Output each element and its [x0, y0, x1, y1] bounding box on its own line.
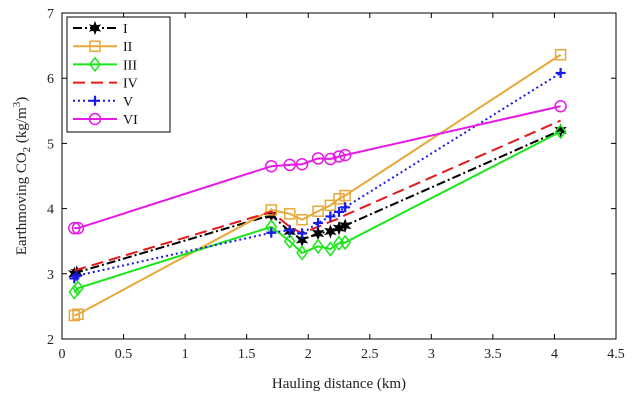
data-point: [555, 67, 566, 78]
data-point: [554, 48, 567, 61]
series-line: [74, 105, 561, 230]
data-point: [265, 159, 278, 173]
y-label-main: Earthmoving CO: [14, 152, 30, 255]
legend-marker: [89, 56, 101, 73]
x-tick-label: 4.5: [607, 347, 625, 362]
data-point: [68, 221, 81, 235]
data-point: [313, 217, 324, 228]
data-point: [340, 202, 351, 213]
data-point: [89, 56, 101, 73]
x-tick-label: 2: [305, 347, 312, 362]
data-point: [266, 227, 277, 238]
y-tick-label: 5: [47, 137, 54, 152]
data-point: [296, 245, 309, 261]
data-point: [324, 241, 337, 257]
data-point: [332, 150, 346, 163]
data-point: [554, 99, 567, 113]
y-label-end: ): [14, 97, 30, 102]
legend-label: V: [123, 95, 133, 110]
series-group: [68, 48, 567, 322]
y-label-sub: 2: [21, 147, 33, 153]
series-line: [73, 129, 562, 275]
data-point: [333, 235, 345, 251]
series-II: [68, 48, 567, 322]
plot-frame: [61, 12, 617, 340]
series-V: [69, 67, 566, 284]
data-point: [324, 199, 337, 212]
x-tick-label: 3: [428, 347, 435, 362]
series-line: [73, 72, 562, 280]
legend-marker: [88, 112, 102, 126]
data-point: [284, 208, 296, 220]
x-axis-label: Hauling distance (km): [272, 376, 406, 392]
legend-marker: [89, 40, 101, 52]
y-tick-label: 4: [47, 203, 54, 218]
data-point: [71, 221, 85, 235]
data-point: [71, 270, 82, 281]
y-label-sup: 3: [11, 101, 23, 107]
legend-label: I: [123, 22, 128, 37]
data-point: [297, 228, 308, 239]
data-point: [265, 204, 278, 216]
data-point: [339, 234, 352, 251]
y-label-mid: (kg/m: [14, 107, 30, 147]
data-point: [284, 225, 295, 236]
data-point: [296, 213, 308, 226]
data-point: [312, 238, 325, 255]
legend-label: IV: [123, 77, 138, 92]
data-point: [89, 40, 101, 52]
data-point: [72, 280, 84, 296]
x-tick-label: 0.5: [115, 347, 133, 362]
x-tick-label: 2.5: [361, 347, 379, 362]
legend-marker: [90, 95, 100, 106]
data-point: [339, 189, 351, 202]
x-tick-label: 1: [182, 347, 189, 362]
legend-label: III: [123, 58, 137, 73]
series-III: [68, 123, 567, 300]
x-tick-label: 0: [59, 347, 66, 362]
data-point: [283, 233, 296, 249]
legend-box: [66, 16, 171, 133]
series-line: [73, 130, 562, 293]
legend-label: II: [123, 40, 133, 55]
data-point: [68, 284, 81, 300]
data-point: [324, 152, 337, 166]
data-point: [68, 309, 81, 322]
data-point: [325, 211, 336, 222]
tick-labels: 0 0.5 1 1.5 2 2.5 3 3.5 4 4.5 2 3 4 5 6 7: [47, 7, 625, 362]
x-tick-label: 4: [551, 347, 558, 362]
y-tick-label: 3: [47, 268, 54, 283]
y-axis-label: Earthmoving CO2 (kg/m3): [11, 97, 33, 256]
data-point: [333, 193, 345, 205]
data-point: [88, 112, 102, 126]
series-VI: [68, 99, 567, 235]
y-tick-label: 7: [47, 7, 54, 22]
legend-label: VI: [123, 113, 138, 128]
data-point: [312, 205, 324, 217]
series-line: [73, 53, 562, 317]
data-point: [338, 218, 352, 233]
data-point: [295, 158, 309, 171]
y-tick-label: 2: [47, 333, 54, 348]
x-tick-label: 3.5: [484, 347, 502, 362]
x-tick-label: 1.5: [238, 347, 256, 362]
data-point: [554, 123, 567, 138]
data-point: [90, 95, 100, 106]
data-point: [72, 308, 84, 320]
data-point: [283, 158, 297, 172]
data-point: [311, 152, 325, 165]
data-point: [334, 206, 344, 217]
data-point: [88, 20, 102, 36]
data-point: [554, 123, 567, 140]
data-point: [338, 148, 352, 162]
y-tick-label: 6: [47, 72, 54, 87]
legend-marker: [88, 20, 102, 36]
